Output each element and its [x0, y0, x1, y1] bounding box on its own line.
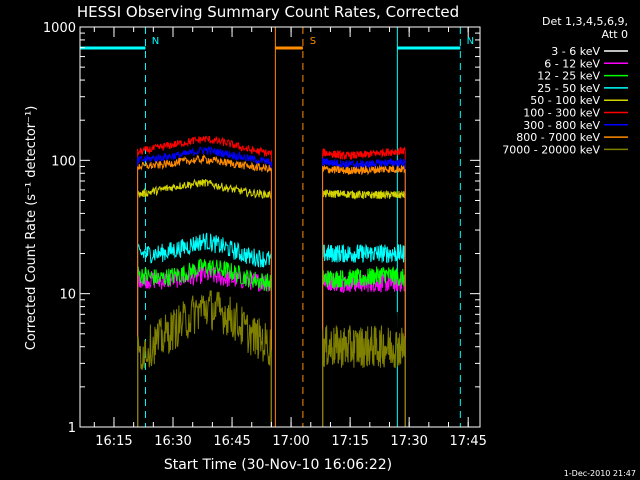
legend-label: 100 - 300 keV: [523, 107, 600, 120]
y-tick-label: 1: [68, 421, 76, 436]
flag-label: N: [152, 36, 159, 47]
legend-label: 6 - 12 keV: [544, 57, 600, 70]
timestamp: 1-Dec-2010 21:47: [564, 469, 636, 478]
data-layer: N NS: [80, 27, 474, 427]
legend-label: 3 - 6 keV: [551, 45, 600, 58]
plot-frame: [79, 26, 481, 428]
series-50-100-kev: [137, 178, 406, 427]
series-trace-black: [322, 291, 406, 427]
x-axis-label: Start Time (30-Nov-10 16:06:22): [164, 457, 392, 473]
series-trace: [322, 243, 406, 427]
y-tick-label: 10: [59, 288, 76, 303]
series-trace: [322, 325, 406, 427]
legend-label: 12 - 25 keV: [537, 70, 600, 83]
legend-title-line2: Att 0: [602, 28, 628, 41]
y-tick-label: 100: [51, 154, 76, 169]
series-12-25-kev: [137, 258, 406, 427]
axes-layer: 1 10 100 1000 16:15 16:30 16:45 17:00 17:15 17:30…: [43, 21, 487, 449]
x-tick-label: 17:30: [390, 434, 427, 449]
legend-label: 25 - 50 keV: [537, 82, 600, 95]
series-100-300-kev: [137, 135, 406, 427]
flag-label: S: [310, 36, 316, 47]
series-trace: [137, 178, 272, 427]
series-trace: [322, 266, 406, 427]
x-tick-label: 17:00: [272, 434, 309, 449]
series-25-50-kev: [137, 232, 406, 427]
chart-title: HESSI Observing Summary Count Rates, Cor…: [77, 3, 459, 21]
x-tick-label: 17:15: [331, 434, 368, 449]
series-trace: [137, 290, 272, 427]
legend-title-line1: Det 1,3,4,5,6,9,: [542, 15, 628, 28]
series-300-800-kev: [137, 145, 406, 427]
legend-label: 800 - 7000 keV: [516, 131, 600, 144]
series-800-7000-kev: [137, 153, 406, 427]
series-trace: [322, 146, 406, 427]
series-trace: [322, 164, 406, 427]
x-tick-label: 16:15: [95, 434, 132, 449]
series-7000-20000-kev: [137, 290, 406, 427]
series-trace: [137, 153, 272, 427]
legend-label: 300 - 800 keV: [523, 119, 600, 132]
series-trace: [322, 189, 406, 427]
legend-label: 50 - 100 keV: [530, 94, 600, 107]
y-tick-label: 1000: [43, 21, 76, 36]
y-axis-label: Corrected Count Rate (s⁻¹ detector⁻¹): [24, 106, 39, 351]
series-trace: [137, 232, 272, 427]
series-trace: [137, 258, 272, 427]
series-trace: [137, 135, 272, 427]
series-trace: [322, 157, 406, 427]
series-trace: [137, 145, 272, 427]
flag-label: N: [467, 36, 474, 47]
legend-label: 7000 - 20000 keV: [502, 143, 600, 156]
x-tick-label: 17:45: [449, 434, 486, 449]
x-tick-label: 16:30: [154, 434, 191, 449]
x-tick-label: 16:45: [213, 434, 250, 449]
